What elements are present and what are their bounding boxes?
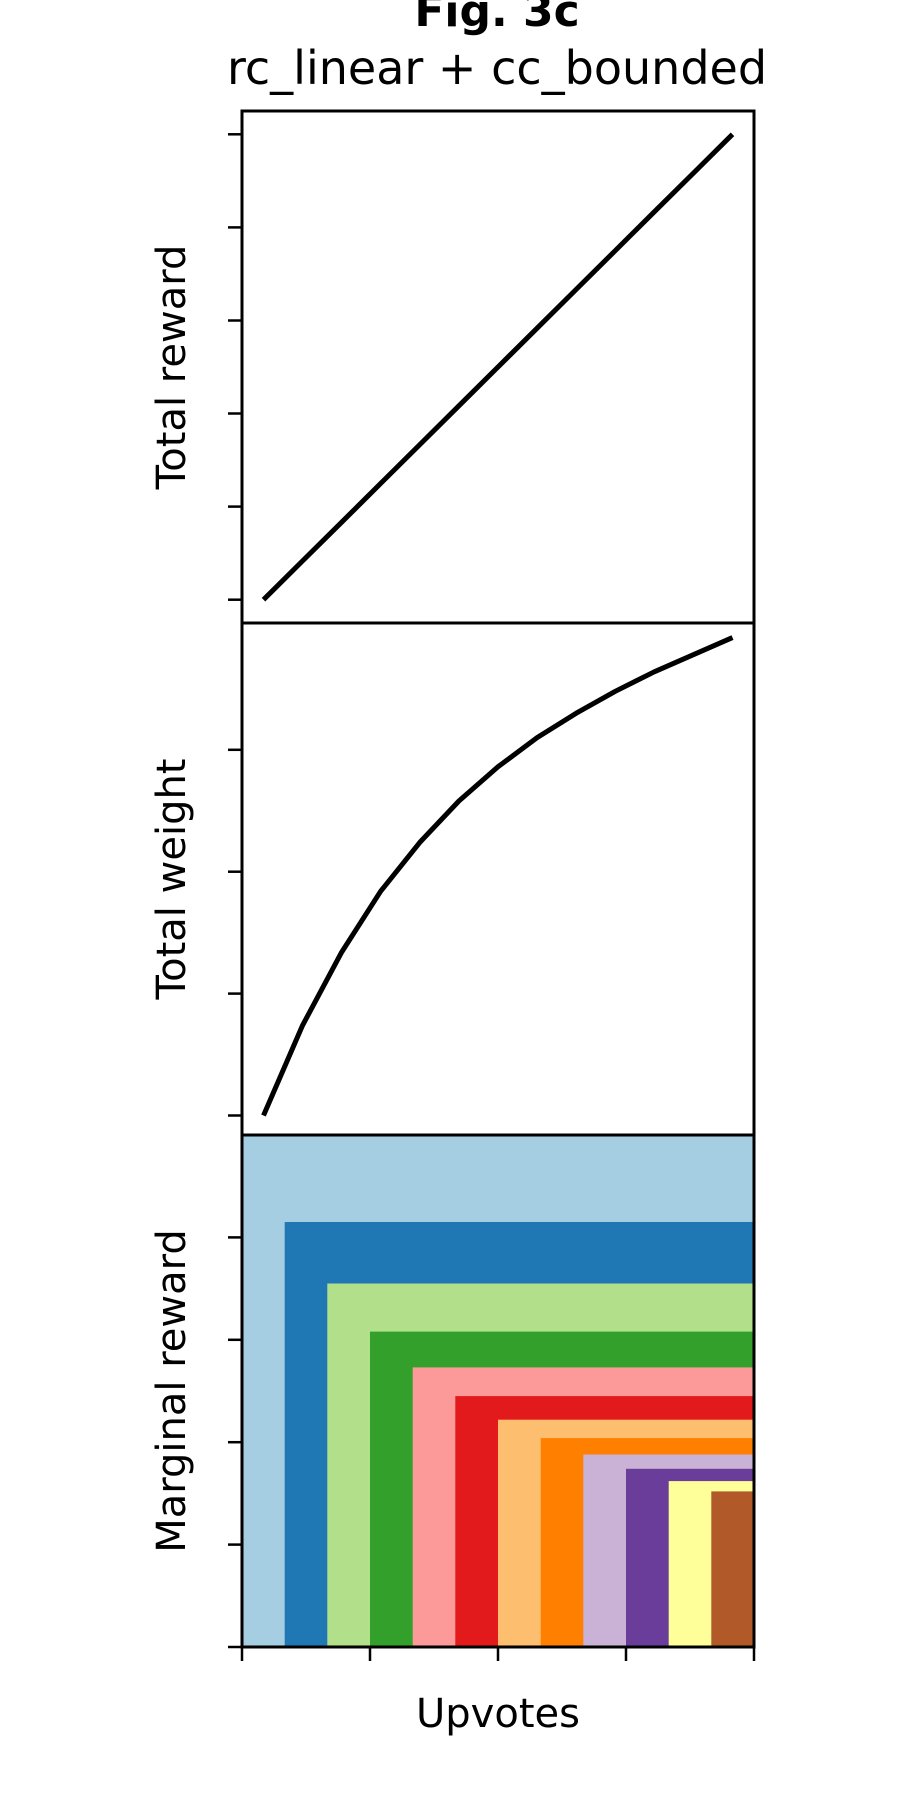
panel-total-weight: Total weight — [149, 621, 756, 1137]
y-axis-label-total-reward: Total reward — [149, 245, 195, 491]
reward-band-12 — [711, 1491, 754, 1647]
y-axis-label-total-weight: Total weight — [149, 759, 195, 1001]
x-axis-label-upvotes: Upvotes — [416, 1691, 580, 1737]
series-line-1 — [261, 132, 735, 602]
panel-frame — [240, 621, 756, 1137]
panel-marginal-reward: Marginal reward Upvotes — [149, 1133, 756, 1737]
figure-suptitle: Fig. 3c — [414, 0, 579, 37]
panel-total-reward: Total reward — [149, 109, 756, 625]
figure-subtitle: rc_linear + cc_bounded — [227, 41, 767, 95]
series-line-1 — [261, 635, 734, 1117]
y-axis-label-marginal-reward: Marginal reward — [149, 1229, 195, 1553]
